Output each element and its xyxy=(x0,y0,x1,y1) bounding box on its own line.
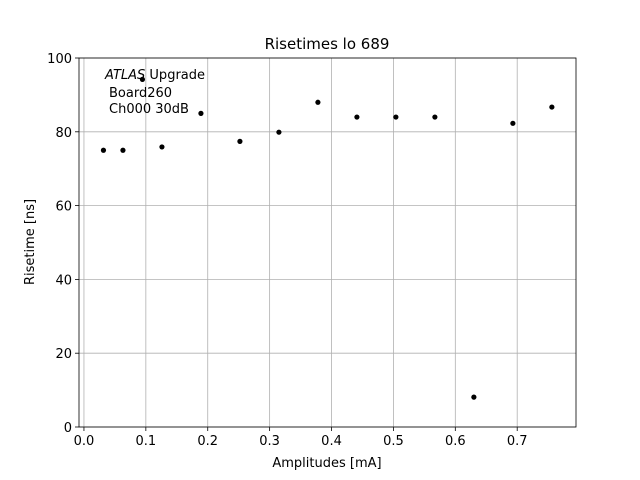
x-tick-label: 0.4 xyxy=(321,434,342,449)
x-tick-label: 0.3 xyxy=(259,434,280,449)
point xyxy=(237,138,243,144)
x-tick-label: 0.7 xyxy=(507,434,528,449)
point xyxy=(139,76,146,83)
point xyxy=(120,147,126,153)
point xyxy=(354,114,360,120)
point xyxy=(471,394,477,400)
x-axis-label: Amplitudes [mA] xyxy=(272,456,381,471)
y-tick-label: 80 xyxy=(55,126,72,141)
x-tick-label: 0.1 xyxy=(136,434,157,449)
point xyxy=(100,147,107,153)
annotation-italic: ATLAS xyxy=(104,68,145,83)
annotation: ATLAS Upgrade xyxy=(104,68,205,83)
y-tick-label: 100 xyxy=(47,52,72,67)
x-tick-label: 0.5 xyxy=(383,434,404,449)
point xyxy=(198,110,204,116)
annotation-text: Upgrade xyxy=(149,68,205,83)
point xyxy=(510,120,516,126)
x-tick-label: 0.6 xyxy=(445,434,466,449)
y-tick-label: 60 xyxy=(55,200,72,215)
y-tick-label: 20 xyxy=(55,347,72,362)
annotation-line: Ch000 30dB xyxy=(109,102,189,117)
point xyxy=(432,114,438,120)
chart-title: Risetimes lo 689 xyxy=(265,35,390,53)
point xyxy=(276,129,282,135)
x-tick-label: 0.2 xyxy=(197,434,218,449)
point xyxy=(315,99,321,105)
point xyxy=(159,144,165,150)
annotation-line: Board260 xyxy=(109,86,172,101)
x-tick-label: 0.0 xyxy=(74,434,95,449)
plot-frame xyxy=(78,57,577,428)
y-axis-label: Risetime [ns] xyxy=(23,199,38,285)
point xyxy=(393,114,399,120)
point xyxy=(549,104,555,110)
y-tick-label: 40 xyxy=(55,273,72,288)
y-tick-label: 0 xyxy=(64,421,72,436)
plot-area: 0.0 0.1 0.2 0.3 0.4 0.5 0.6 0.7 0 20 40 60 80 100 xyxy=(47,52,577,449)
